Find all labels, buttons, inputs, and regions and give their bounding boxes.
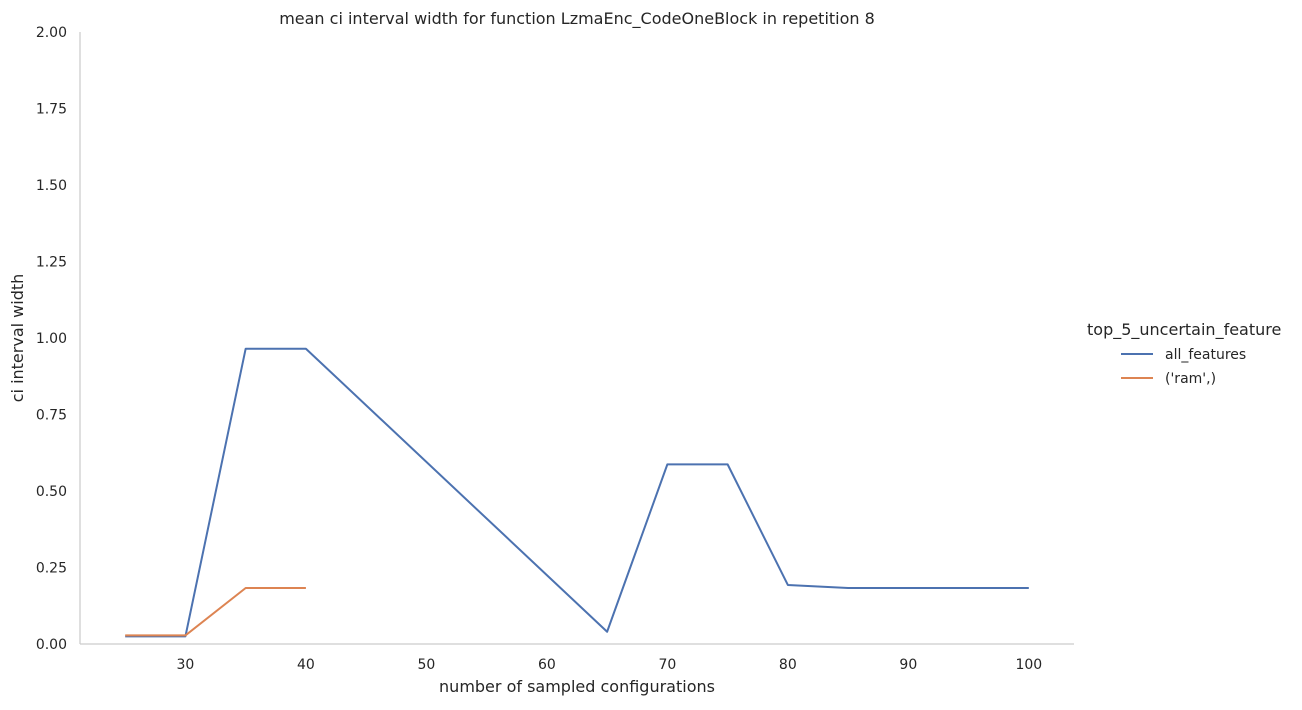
series-line-1 <box>125 587 306 637</box>
x-tick-label: 80 <box>779 657 797 673</box>
y-axis-ticks: 0.00 0.25 0.50 0.75 1.00 1.25 1.50 1.75 2.00 <box>36 25 67 653</box>
y-axis-label: ci interval width <box>8 274 27 403</box>
legend-label: all_features <box>1165 347 1246 363</box>
y-tick-label: 0.50 <box>36 484 67 500</box>
y-tick-label: 0.00 <box>36 637 67 653</box>
chart-title: mean ci interval width for function Lzma… <box>279 9 875 29</box>
x-tick-label: 30 <box>177 657 195 673</box>
x-axis-label: number of sampled configurations <box>439 677 715 696</box>
x-tick-label: 40 <box>297 657 315 673</box>
y-tick-label: 1.25 <box>36 255 67 271</box>
y-tick-label: 1.50 <box>36 178 67 194</box>
legend: top_5_uncertain_feature all_features ('ra… <box>1087 320 1281 387</box>
legend-label: ('ram',) <box>1165 371 1216 387</box>
x-tick-label: 50 <box>417 657 435 673</box>
y-tick-label: 2.00 <box>36 25 67 41</box>
series-line-0 <box>125 347 1029 638</box>
legend-items: all_features ('ram',) <box>1121 347 1246 387</box>
y-tick-label: 0.75 <box>36 408 67 424</box>
x-tick-label: 100 <box>1015 657 1042 673</box>
y-tick-label: 1.75 <box>36 102 67 118</box>
x-tick-label: 60 <box>538 657 556 673</box>
x-axis-ticks: 30 40 50 60 70 80 90 100 <box>177 657 1043 673</box>
plot-area <box>125 347 1029 638</box>
legend-title: top_5_uncertain_feature <box>1087 320 1281 340</box>
x-tick-label: 90 <box>899 657 917 673</box>
x-tick-label: 70 <box>658 657 676 673</box>
y-tick-label: 0.25 <box>36 561 67 577</box>
y-tick-label: 1.00 <box>36 331 67 347</box>
